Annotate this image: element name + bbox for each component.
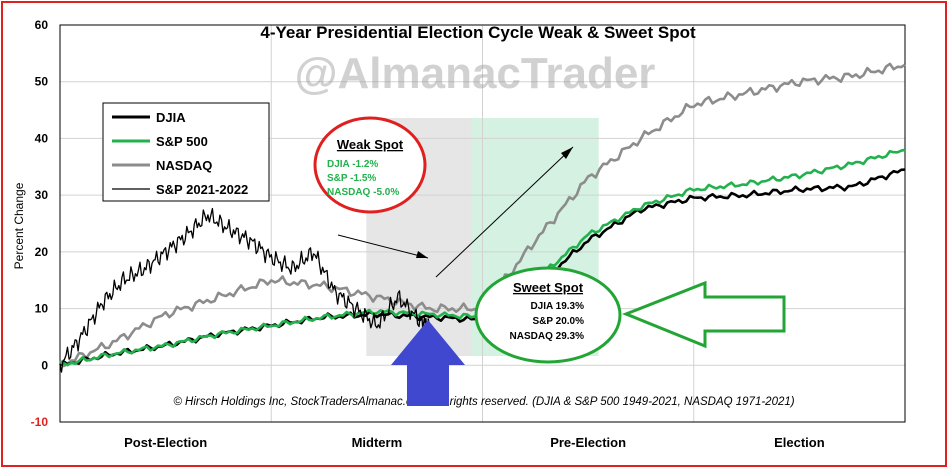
sweet-trend-arrow-head xyxy=(561,147,573,159)
legend-label-sp500: S&P 500 xyxy=(156,134,208,149)
sweet-spot-title: Sweet Spot xyxy=(513,280,584,295)
y-axis-ticks: 60 50 40 30 20 10 0 -10 xyxy=(31,18,49,429)
weak-trend-arrow-head xyxy=(416,251,428,258)
chart-title: 4-Year Presidential Election Cycle Weak … xyxy=(260,23,696,42)
legend-box xyxy=(102,102,270,202)
y-tick-label: -10 xyxy=(31,415,49,429)
x-axis-categories: Post-Election Midterm Pre-Election Election xyxy=(124,435,825,450)
y-axis-label: Percent Change xyxy=(12,182,26,269)
legend-label-djia: DJIA xyxy=(156,110,186,125)
legend: DJIA S&P 500 NASDAQ S&P 2021-2022 xyxy=(102,102,270,202)
watermark-text: @AlmanacTrader xyxy=(295,49,656,98)
series-line-s-p-2021-2022 xyxy=(59,207,431,373)
footnote-text: © Hirsch Holdings Inc, StockTradersAlman… xyxy=(173,396,794,408)
weak-spot-sp: S&P -1.5% xyxy=(327,173,376,184)
y-tick-label: 0 xyxy=(41,358,48,372)
y-tick-label: 10 xyxy=(35,302,49,316)
sweet-spot-sp: S&P 20.0% xyxy=(532,316,584,327)
x-category-label: Post-Election xyxy=(124,435,207,450)
green-arrow-shape xyxy=(621,280,786,349)
sweet-spot-ellipse xyxy=(474,266,622,364)
y-tick-label: 50 xyxy=(35,75,49,89)
legend-label-sp2021: S&P 2021-2022 xyxy=(156,182,248,197)
weak-spot-djia: DJIA -1.2% xyxy=(327,159,378,170)
sweet-spot-callout: Sweet Spot DJIA 19.3% S&P 20.0% NASDAQ 2… xyxy=(474,266,622,364)
x-category-label: Pre-Election xyxy=(550,435,626,450)
x-category-label: Election xyxy=(774,435,825,450)
legend-label-nasdaq: NASDAQ xyxy=(156,158,212,173)
x-category-label: Midterm xyxy=(352,435,403,450)
sweet-trend-arrow xyxy=(435,146,574,278)
y-tick-label: 20 xyxy=(35,245,49,259)
y-tick-label: 40 xyxy=(35,131,49,145)
sweet-spot-nasdaq: NASDAQ 29.3% xyxy=(510,331,585,342)
weak-spot-callout: Weak Spot DJIA -1.2% S&P -1.5% NASDAQ -5… xyxy=(313,116,427,214)
blue-arrow-shape xyxy=(391,320,465,406)
plot-area xyxy=(59,24,906,423)
sweet-spot-djia: DJIA 19.3% xyxy=(530,301,584,312)
weak-spot-title: Weak Spot xyxy=(337,137,404,152)
weak-spot-nasdaq: NASDAQ -5.0% xyxy=(327,187,399,198)
y-tick-label: 30 xyxy=(35,188,49,202)
y-tick-label: 60 xyxy=(35,18,49,32)
weak-trend-arrow xyxy=(337,234,429,259)
weak-spot-ellipse xyxy=(313,116,427,214)
